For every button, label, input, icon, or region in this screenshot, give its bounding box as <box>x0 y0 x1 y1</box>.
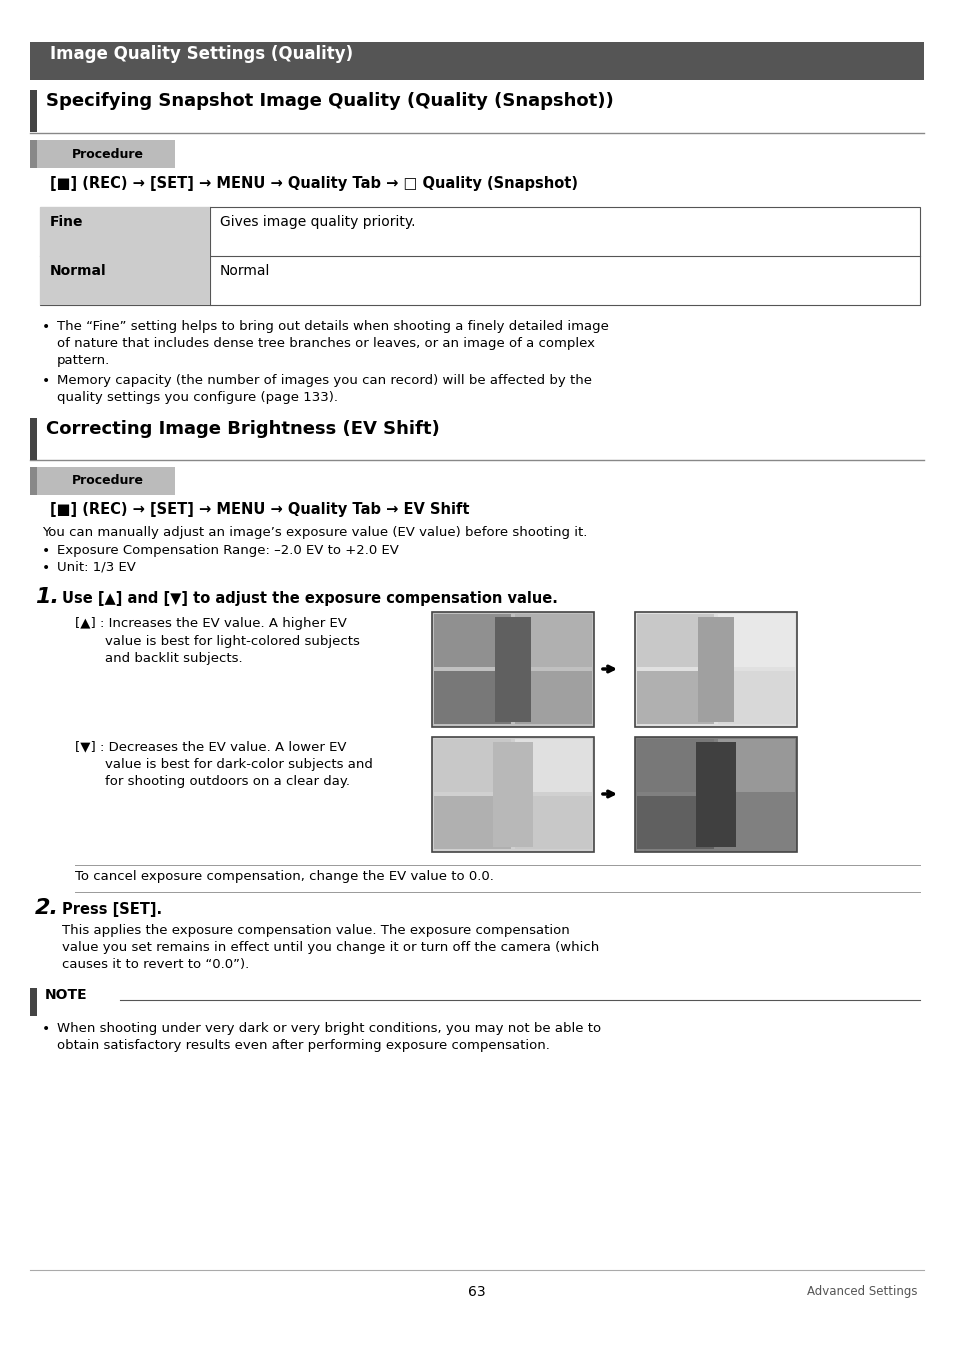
Text: •: • <box>42 560 51 575</box>
Text: obtain satisfactory results even after performing exposure compensation.: obtain satisfactory results even after p… <box>57 1039 549 1052</box>
Bar <box>718 797 794 849</box>
Bar <box>635 612 796 727</box>
Text: Correcting Image Brightness (EV Shift): Correcting Image Brightness (EV Shift) <box>46 421 439 438</box>
Bar <box>515 740 592 792</box>
Text: •: • <box>42 1022 51 1035</box>
Bar <box>696 742 735 847</box>
Bar <box>30 140 37 168</box>
Bar <box>37 140 174 168</box>
Text: [■] (REC) → [SET] → MENU → Quality Tab → EV Shift: [■] (REC) → [SET] → MENU → Quality Tab →… <box>50 502 469 517</box>
Bar <box>30 90 37 132</box>
Bar <box>718 613 794 668</box>
Bar <box>637 670 713 725</box>
Text: NOTE: NOTE <box>45 988 88 1001</box>
Text: Press [SET].: Press [SET]. <box>62 902 162 917</box>
Bar <box>434 670 511 725</box>
Text: Memory capacity (the number of images you can record) will be affected by the: Memory capacity (the number of images yo… <box>57 375 592 387</box>
Bar <box>493 742 533 847</box>
Bar <box>515 670 592 725</box>
Text: Normal: Normal <box>220 265 270 278</box>
Text: of nature that includes dense tree branches or leaves, or an image of a complex: of nature that includes dense tree branc… <box>57 337 595 350</box>
Text: Exposure Compensation Range: –2.0 EV to +2.0 EV: Exposure Compensation Range: –2.0 EV to … <box>57 544 398 556</box>
Text: Fine: Fine <box>50 214 84 229</box>
Bar <box>635 737 796 852</box>
Text: Use [▲] and [▼] to adjust the exposure compensation value.: Use [▲] and [▼] to adjust the exposure c… <box>62 592 558 607</box>
Bar <box>718 740 794 792</box>
Text: 2.: 2. <box>35 898 59 917</box>
Bar <box>637 740 713 792</box>
Text: This applies the exposure compensation value. The exposure compensation: This applies the exposure compensation v… <box>62 924 569 936</box>
Bar <box>515 797 592 849</box>
Bar <box>30 467 37 495</box>
Text: value you set remains in effect until you change it or turn off the camera (whic: value you set remains in effect until yo… <box>62 940 598 954</box>
Bar <box>40 256 210 305</box>
Text: Image Quality Settings (Quality): Image Quality Settings (Quality) <box>50 45 353 62</box>
Text: Procedure: Procedure <box>71 148 144 160</box>
Bar <box>37 467 174 495</box>
Bar <box>434 613 511 668</box>
Bar <box>40 208 919 305</box>
Bar <box>30 418 37 460</box>
Bar <box>432 612 594 727</box>
Text: Advanced Settings: Advanced Settings <box>806 1285 917 1299</box>
Text: Normal: Normal <box>50 265 107 278</box>
Text: for shooting outdoors on a clear day.: for shooting outdoors on a clear day. <box>105 775 350 788</box>
Bar <box>30 988 37 1016</box>
Text: Unit: 1/3 EV: Unit: 1/3 EV <box>57 560 135 574</box>
Text: 63: 63 <box>468 1285 485 1299</box>
Text: pattern.: pattern. <box>57 354 111 366</box>
Text: •: • <box>42 544 51 558</box>
Text: and backlit subjects.: and backlit subjects. <box>105 651 242 665</box>
Text: To cancel exposure compensation, change the EV value to 0.0.: To cancel exposure compensation, change … <box>75 870 494 883</box>
Text: 1.: 1. <box>35 588 59 607</box>
Text: •: • <box>42 375 51 388</box>
Text: Procedure: Procedure <box>71 475 144 487</box>
Bar <box>434 740 511 792</box>
Bar <box>637 613 713 668</box>
Text: •: • <box>42 320 51 334</box>
Bar <box>637 797 713 849</box>
Text: The “Fine” setting helps to bring out details when shooting a finely detailed im: The “Fine” setting helps to bring out de… <box>57 320 608 332</box>
Text: value is best for light-colored subjects: value is best for light-colored subjects <box>105 635 359 649</box>
Text: Specifying Snapshot Image Quality (Quality (Snapshot)): Specifying Snapshot Image Quality (Quali… <box>46 92 613 110</box>
Text: value is best for dark-color subjects and: value is best for dark-color subjects an… <box>105 759 373 771</box>
Text: You can manually adjust an image’s exposure value (EV value) before shooting it.: You can manually adjust an image’s expos… <box>42 527 587 539</box>
Text: [■] (REC) → [SET] → MENU → Quality Tab → □ Quality (Snapshot): [■] (REC) → [SET] → MENU → Quality Tab →… <box>50 176 578 191</box>
Bar <box>515 613 592 668</box>
Bar <box>434 797 511 849</box>
Bar <box>40 208 210 256</box>
Bar <box>698 617 733 722</box>
Bar <box>432 737 594 852</box>
Bar <box>30 42 923 80</box>
Text: [▲] : Increases the EV value. A higher EV: [▲] : Increases the EV value. A higher E… <box>75 617 347 630</box>
Text: quality settings you configure (page 133).: quality settings you configure (page 133… <box>57 391 337 404</box>
Text: Gives image quality priority.: Gives image quality priority. <box>220 214 416 229</box>
Bar <box>718 670 794 725</box>
Text: [▼] : Decreases the EV value. A lower EV: [▼] : Decreases the EV value. A lower EV <box>75 740 346 753</box>
Text: When shooting under very dark or very bright conditions, you may not be able to: When shooting under very dark or very br… <box>57 1022 600 1035</box>
Bar <box>495 617 531 722</box>
Text: causes it to revert to “0.0”).: causes it to revert to “0.0”). <box>62 958 249 972</box>
